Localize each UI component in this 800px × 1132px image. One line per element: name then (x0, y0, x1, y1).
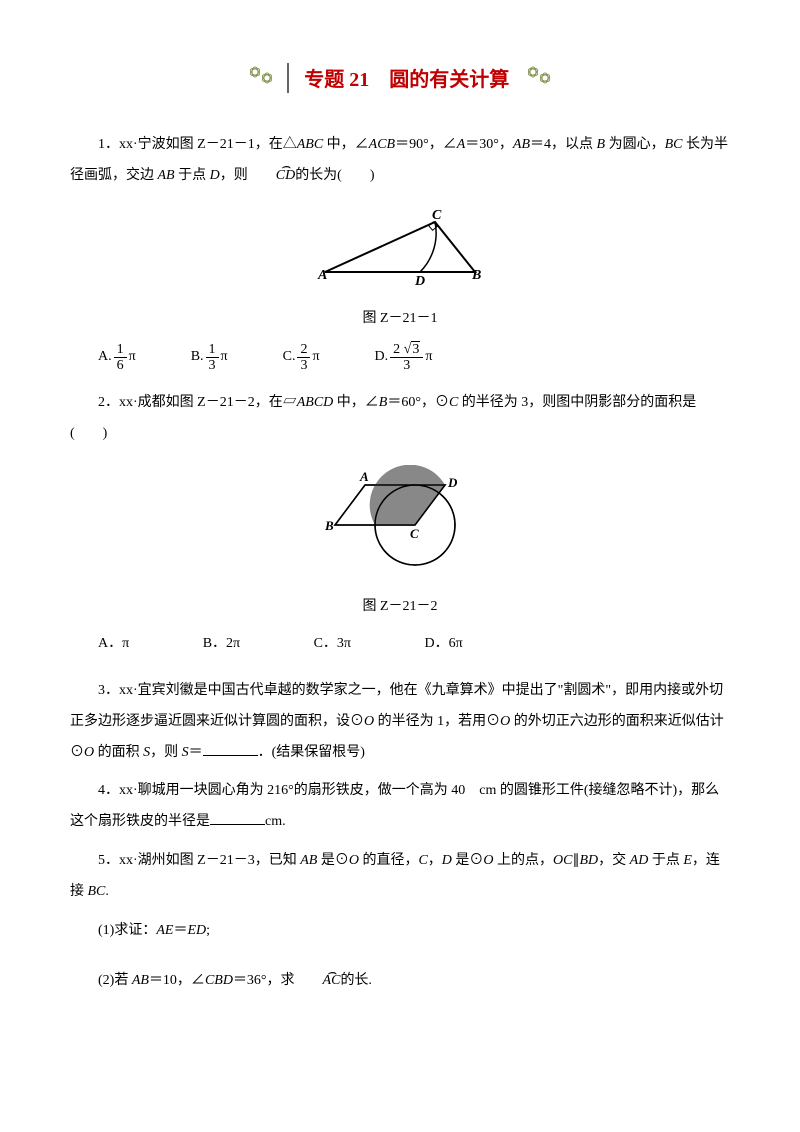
q5-part1: (1)求证：AE＝ED; (70, 916, 730, 947)
q2-options: A．π B．2π C．3π D．6π (70, 630, 730, 658)
svg-text:B: B (471, 268, 481, 283)
q1-figure: A B C D (70, 207, 730, 292)
q1-opt-d: D. 2 3 3 π (375, 342, 433, 374)
svg-text:A: A (359, 469, 369, 484)
q1-options: A. 16 π B. 13 π C. 23 π D. 2 3 3 π (70, 342, 730, 374)
q2-caption: 图 Z－21－2 (70, 595, 730, 615)
q1-opt-c: C. 23 π (283, 342, 320, 374)
q1-text: 1．xx·宁波如图 Z－21－1，在△ABC 中，∠ACB＝90°，∠A＝30°… (70, 130, 730, 192)
q1-caption: 图 Z－21－1 (70, 307, 730, 327)
divider-left (287, 63, 289, 93)
svg-text:C: C (410, 526, 419, 541)
title-text: 专题 21 圆的有关计算 (296, 63, 517, 92)
q2-opt-b: B．2π (203, 630, 240, 658)
q4-text: 4．xx·聊城用一块圆心角为 216°的扇形铁皮，做一个高为 40 cm 的圆锥… (70, 776, 730, 838)
q5-text: 5．xx·湖州如图 Z－21－3，已知 AB 是⊙O 的直径，C，D 是⊙O 上… (70, 846, 730, 908)
q2-opt-c: C．3π (314, 630, 351, 658)
q1-opt-b: B. 13 π (191, 342, 228, 374)
q3-blank (203, 741, 258, 756)
arc-ac: AC (295, 966, 341, 997)
q4-blank (210, 810, 265, 825)
svg-text:D: D (414, 274, 425, 287)
q3-text: 3．xx·宜宾刘徽是中国古代卓越的数学家之一，他在《九章算术》中提出了"割圆术"… (70, 676, 730, 768)
page-title: 专题 21 圆的有关计算 (70, 60, 730, 100)
svg-text:D: D (447, 475, 458, 490)
q2-opt-d: D．6π (425, 630, 463, 658)
q2-text: 2．xx·成都如图 Z－21－2，在▱ABCD 中，∠B＝60°，⊙C 的半径为… (70, 388, 730, 450)
q2-opt-a: A．π (98, 630, 129, 658)
q5-part2: (2)若 AB＝10，∠CBD＝36°，求AC的长. (70, 966, 730, 997)
flower-left-icon (243, 60, 279, 95)
flower-right-icon (521, 60, 557, 95)
svg-text:C: C (432, 208, 442, 223)
svg-text:B: B (324, 518, 334, 533)
svg-text:A: A (317, 268, 327, 283)
q2-figure: A D B C (70, 465, 730, 580)
arc-cd: CD (248, 161, 295, 192)
q1-opt-a: A. 16 π (98, 342, 136, 374)
